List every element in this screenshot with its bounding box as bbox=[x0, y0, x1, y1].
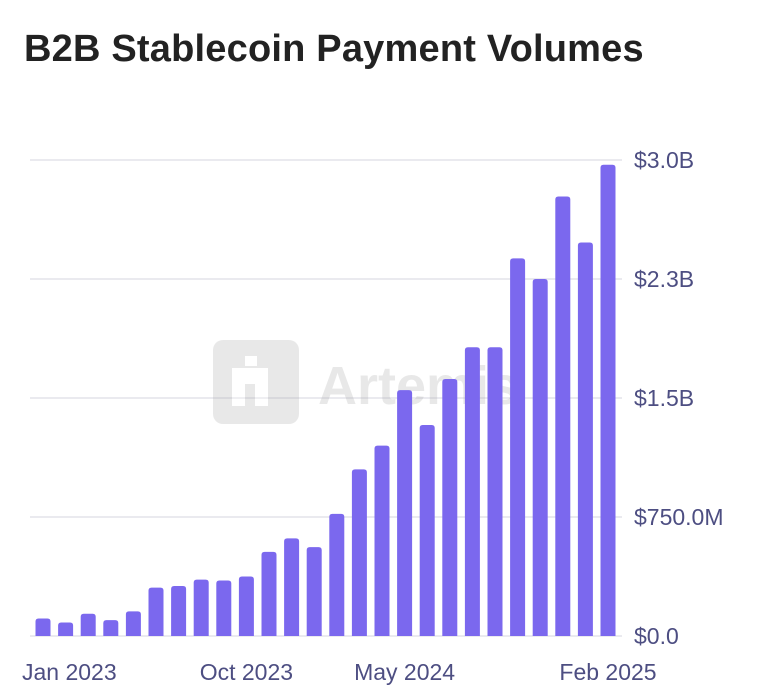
bar-may-2024 bbox=[397, 390, 413, 636]
bar-jan-2024 bbox=[306, 547, 322, 636]
x-tick-label: May 2024 bbox=[354, 659, 455, 685]
bar-apr-2024 bbox=[374, 445, 390, 636]
y-tick-label: $0.0 bbox=[634, 623, 679, 649]
x-tick-label: Feb 2025 bbox=[559, 659, 656, 685]
bar-jun-2023 bbox=[148, 587, 164, 636]
bar-jan-2025 bbox=[577, 242, 593, 637]
bar-sep-2024 bbox=[487, 347, 503, 636]
bar-jul-2024 bbox=[442, 378, 458, 636]
bar-jun-2024 bbox=[419, 424, 435, 636]
artemis-watermark: Artemis bbox=[213, 340, 519, 424]
y-tick-label: $2.3B bbox=[634, 266, 694, 292]
bar-dec-2024 bbox=[555, 196, 571, 636]
bar-dec-2023 bbox=[284, 538, 300, 636]
y-tick-label: $3.0B bbox=[634, 147, 694, 173]
bar-mar-2024 bbox=[351, 469, 367, 636]
x-axis-ticks: Jan 2023 Oct 2023 May 2024 Feb 2025 bbox=[22, 659, 657, 685]
bar-aug-2024 bbox=[464, 347, 480, 636]
bar-nov-2024 bbox=[532, 279, 548, 636]
bar-sep-2023 bbox=[216, 580, 232, 636]
bar-feb-2024 bbox=[329, 513, 345, 636]
bar-nov-2023 bbox=[261, 551, 277, 636]
bar-aug-2023 bbox=[193, 579, 209, 636]
y-axis-ticks: $0.0 $750.0M $1.5B $2.3B $3.0B bbox=[634, 147, 724, 649]
bars bbox=[35, 164, 616, 637]
watermark-text: Artemis bbox=[318, 356, 519, 416]
artemis-logo-icon bbox=[213, 340, 299, 424]
bar-oct-2023 bbox=[238, 576, 254, 636]
bar-oct-2024 bbox=[510, 258, 526, 636]
bar-jul-2023 bbox=[171, 586, 187, 636]
y-tick-label: $750.0M bbox=[634, 504, 724, 530]
bar-feb-2023 bbox=[58, 622, 74, 636]
y-tick-label: $1.5B bbox=[634, 385, 694, 411]
bar-apr-2023 bbox=[103, 620, 119, 636]
x-tick-label: Jan 2023 bbox=[22, 659, 117, 685]
bar-jan-2023 bbox=[35, 618, 51, 636]
bar-may-2023 bbox=[125, 611, 141, 636]
bar-mar-2023 bbox=[80, 613, 96, 636]
x-tick-label: Oct 2023 bbox=[200, 659, 293, 685]
chart-title: B2B Stablecoin Payment Volumes bbox=[24, 28, 644, 70]
bar-feb-2025 bbox=[600, 164, 616, 636]
